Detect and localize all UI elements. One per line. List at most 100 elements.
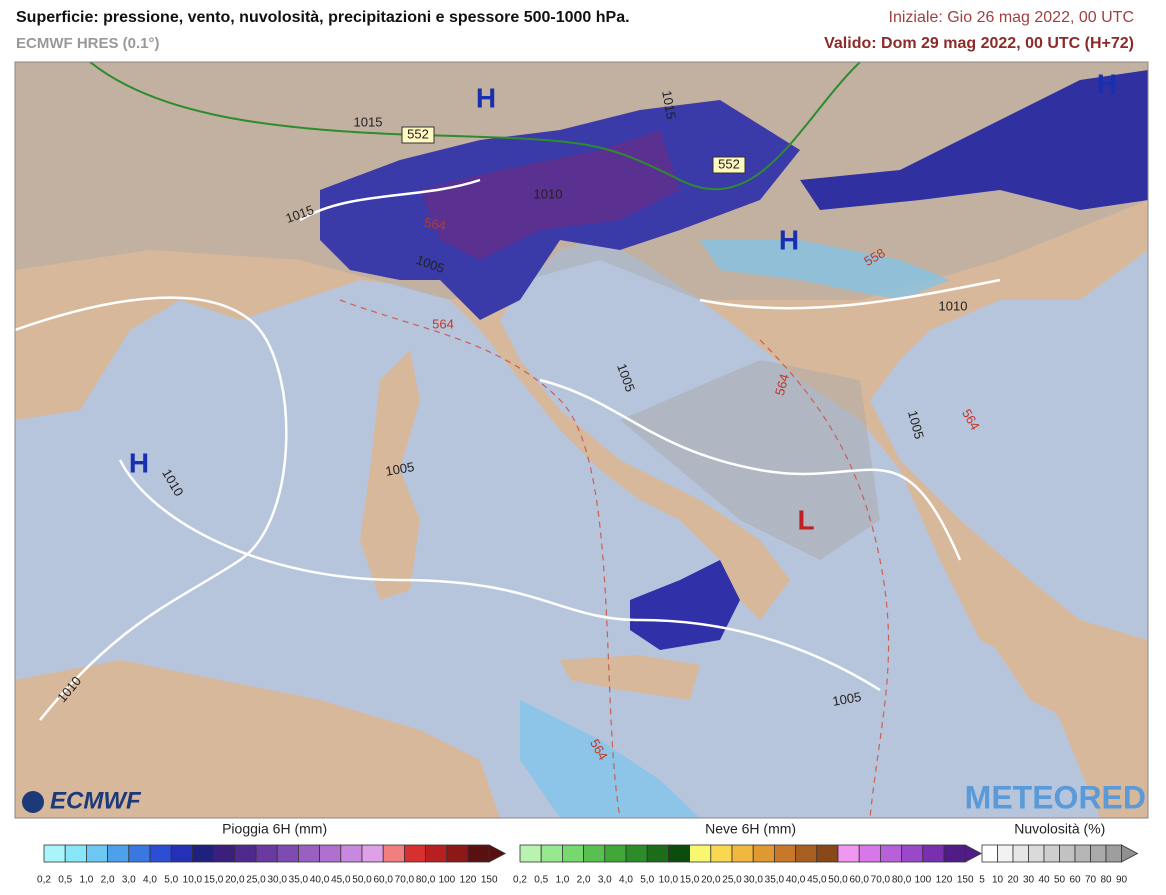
logo-ecmwf-icon	[22, 791, 44, 813]
legend-swatch	[625, 844, 648, 863]
legend-label: 20	[1007, 875, 1019, 886]
legend-title: Nuvolosità (%)	[1014, 821, 1105, 837]
legend-label: 80,0	[416, 875, 436, 886]
legend-label: 15,0	[204, 875, 224, 886]
legend-label: 4,0	[143, 875, 157, 886]
legend-label: 90	[1116, 875, 1128, 886]
legend-label: 60	[1069, 875, 1081, 886]
legend-swatch	[213, 844, 236, 863]
isobar-label: 1015	[354, 114, 383, 129]
thickness-box	[401, 126, 435, 144]
legend-swatch	[981, 844, 998, 863]
legend-label: 100	[438, 875, 455, 886]
pressure-center: H	[476, 82, 496, 113]
legend-label: 5,0	[640, 875, 654, 886]
legend-label: 0,2	[513, 875, 527, 886]
legend-label: 50	[1054, 875, 1066, 886]
legend-swatch	[604, 844, 627, 863]
legend-label: 25,0	[246, 875, 266, 886]
legend-label: 15,0	[680, 875, 700, 886]
pressure-center: H	[129, 447, 149, 478]
legend-label: 1,0	[79, 875, 93, 886]
legend-label: 45,0	[807, 875, 827, 886]
legend-swatch	[943, 844, 966, 863]
legend-swatch	[1090, 844, 1107, 863]
legend-label: 2,0	[577, 875, 591, 886]
legend-label: 35,0	[289, 875, 309, 886]
legend-label: 70,0	[871, 875, 891, 886]
thickness-label: 552	[407, 126, 429, 141]
pressure-center: H	[1097, 68, 1117, 99]
legend-label: 0,2	[37, 875, 51, 886]
legend-swatch	[731, 844, 754, 863]
legend-swatch	[255, 844, 278, 863]
legend-label: 25,0	[722, 875, 742, 886]
legend-label: 10,0	[183, 875, 203, 886]
legend-swatch	[858, 844, 881, 863]
legend-label: 150	[481, 875, 498, 886]
pressure-center: H	[779, 224, 799, 255]
legend-swatch	[1059, 844, 1076, 863]
legend-arrow	[488, 844, 507, 863]
thickness-label: 552	[718, 156, 740, 171]
isobar-label: 1010	[534, 186, 563, 201]
legend-label: 30,0	[267, 875, 287, 886]
legend-swatch	[922, 844, 945, 863]
legend-label: 2,0	[101, 875, 115, 886]
legend-swatch	[689, 844, 712, 863]
legend-swatch	[583, 844, 606, 863]
legend-swatch	[668, 844, 691, 863]
legend-swatch	[149, 844, 172, 863]
initial-time: Iniziale: Gio 26 mag 2022, 00 UTC	[889, 9, 1134, 26]
title: Superficie: pressione, vento, nuvolosità…	[16, 9, 630, 26]
isobar-label: 1010	[939, 298, 968, 313]
legend-swatch	[710, 844, 733, 863]
legend-swatch	[997, 844, 1014, 863]
isobar-label: 1005	[384, 459, 415, 479]
legend-label: 20,0	[225, 875, 245, 886]
legend-swatch	[519, 844, 542, 863]
logo-meteored: METEORED	[965, 779, 1146, 815]
legend-label: 50,0	[828, 875, 848, 886]
legend-swatch	[297, 844, 320, 863]
map	[15, 62, 1148, 818]
legend-swatch	[1043, 844, 1060, 863]
legend-label: 5	[979, 875, 985, 886]
legend-swatch	[234, 844, 257, 863]
thickness-label: 564	[432, 316, 454, 331]
legend-label: 70,0	[395, 875, 415, 886]
legend-label: 45,0	[331, 875, 351, 886]
legend-label: 80,0	[892, 875, 912, 886]
legend-label: 120	[936, 875, 953, 886]
legend-swatch	[880, 844, 903, 863]
legend-label: 50,0	[352, 875, 372, 886]
legend-swatch	[1028, 844, 1045, 863]
legend-label: 0,5	[58, 875, 72, 886]
legend-swatch	[562, 844, 585, 863]
legend-swatch	[170, 844, 193, 863]
legend-swatch	[774, 844, 797, 863]
legend-swatch	[1012, 844, 1029, 863]
legend-swatch	[43, 844, 66, 863]
legend-swatch	[361, 844, 384, 863]
legend-label: 3,0	[122, 875, 136, 886]
legend-label: 40	[1038, 875, 1050, 886]
legend-swatch	[86, 844, 109, 863]
legend-label: 10,0	[659, 875, 679, 886]
isobar-label: 1005	[905, 409, 927, 441]
legend-label: 30	[1023, 875, 1035, 886]
legend-swatch	[446, 844, 469, 863]
legend-swatch	[276, 844, 299, 863]
legend-title: Pioggia 6H (mm)	[222, 821, 327, 837]
legend-label: 40,0	[310, 875, 330, 886]
isobar-label: 1015	[659, 89, 679, 120]
logo-ecmwf: ECMWF	[50, 787, 142, 814]
legend-label: 1,0	[555, 875, 569, 886]
legend-label: 10	[992, 875, 1004, 886]
legend-arrow	[1121, 844, 1139, 863]
legend-label: 60,0	[849, 875, 869, 886]
legend-label: 70	[1085, 875, 1097, 886]
model: ECMWF HRES (0.1°)	[16, 35, 160, 52]
